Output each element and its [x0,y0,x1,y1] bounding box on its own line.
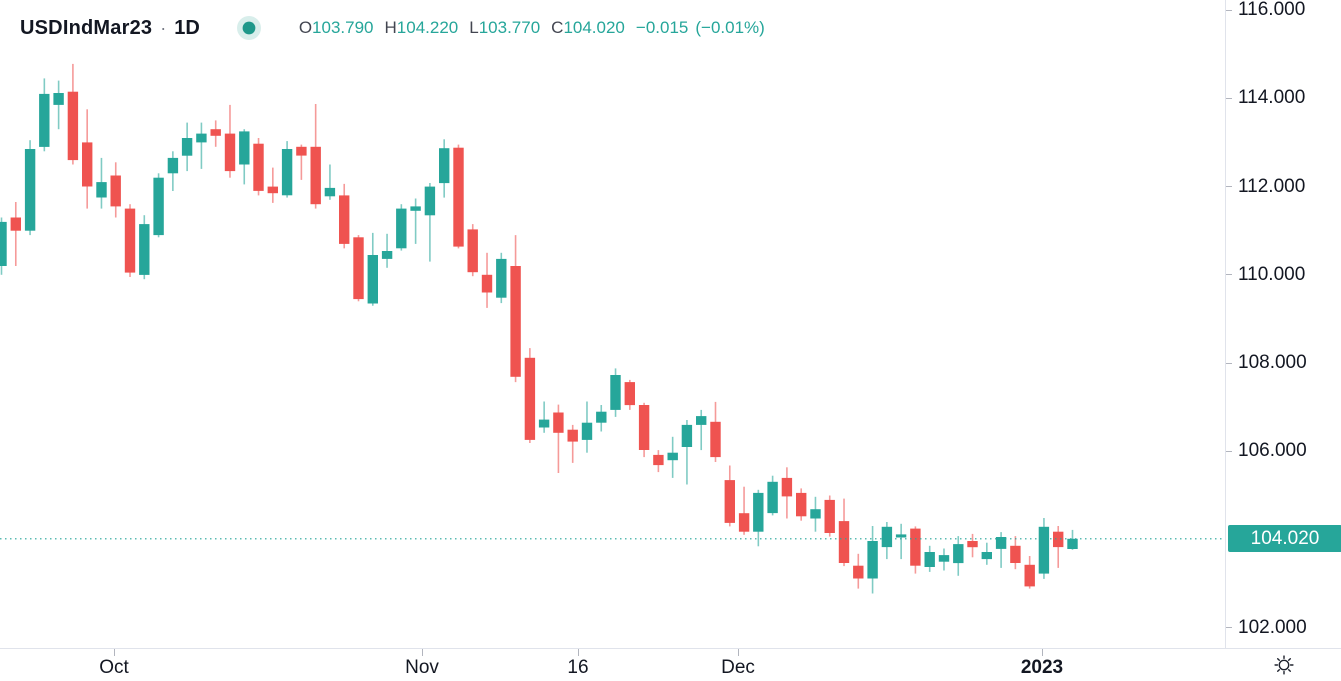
price-tick-mark [1226,362,1232,364]
current-price-label: 104.020 [1250,527,1320,549]
scale-settings-button[interactable] [1270,651,1297,678]
time-tick-mark [738,649,739,656]
price-tick: 112.000 [1226,173,1341,200]
chart-legend: USDIndMar23 · 1D O103.790 H104.220 L103.… [20,14,772,42]
ohlc-readout: O103.790 H104.220 L103.770 C104.020 −0.0… [299,18,772,38]
time-tick-mark [114,649,115,656]
current-price-badge: 104.020 [1228,525,1341,553]
price-tick: 108.000 [1226,350,1341,377]
time-tick-label: 2023 [1020,657,1064,678]
price-tick-label: 108.000 [1238,352,1307,374]
symbol-name[interactable]: USDIndMar23 [20,16,153,39]
price-tick-label: 106.000 [1238,440,1307,462]
price-change: −0.015 [635,18,689,37]
interval-label[interactable]: 1D [174,16,200,39]
price-tick-mark [1226,450,1232,452]
ohlc-open: O103.790 [298,18,374,37]
time-tick-mark [422,649,423,656]
market-status-icon[interactable] [236,15,262,41]
price-tick-label: 110.000 [1238,263,1306,285]
ohlc-high: H104.220 [384,18,459,37]
candles-group [0,63,1078,594]
price-scale[interactable]: 104.020 116.000 114.000 112.000 110.000 108.… [1225,0,1341,648]
candlestick-plot[interactable] [0,0,1225,648]
price-tick-mark [1226,9,1232,11]
legend-separator: · [160,17,167,38]
sun-icon [1273,654,1294,675]
time-tick-label: Nov [405,657,439,678]
price-change-percent: (−0.01%) [695,18,765,37]
price-tick-label: 112.000 [1238,175,1306,197]
time-tick-label: Oct [99,657,129,678]
time-scale[interactable]: Oct Nov 16 Dec 2023 [0,648,1341,681]
price-tick: 102.000 [1226,614,1341,641]
price-tick: 106.000 [1226,438,1341,465]
ohlc-low: L103.770 [469,18,541,37]
time-tick-label: 16 [567,657,589,678]
ohlc-close: C104.020 [551,18,625,37]
time-tick-mark [578,649,579,656]
time-tick-mark [1042,649,1043,656]
time-tick-label: Dec [721,657,755,678]
price-tick-mark [1226,627,1232,629]
price-tick-mark [1226,97,1232,99]
price-tick-label: 114.000 [1238,87,1306,109]
price-tick: 110.000 [1226,261,1341,288]
price-tick: 116.000 [1226,0,1341,24]
price-tick-mark [1226,186,1232,188]
price-tick: 114.000 [1226,85,1341,112]
price-tick-label: 102.000 [1238,616,1307,638]
price-tick-mark [1226,274,1232,276]
price-tick-label: 116.000 [1238,0,1306,20]
